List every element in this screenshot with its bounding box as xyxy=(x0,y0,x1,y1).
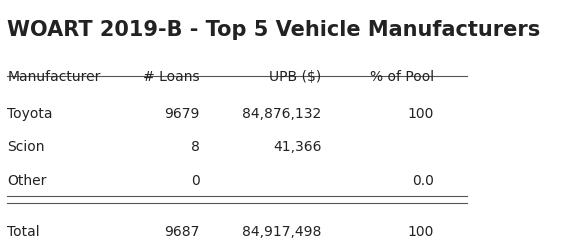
Text: 0.0: 0.0 xyxy=(412,174,434,188)
Text: UPB ($): UPB ($) xyxy=(269,70,321,84)
Text: 41,366: 41,366 xyxy=(273,140,321,154)
Text: 9687: 9687 xyxy=(164,225,200,239)
Text: 0: 0 xyxy=(191,174,200,188)
Text: Manufacturer: Manufacturer xyxy=(7,70,101,84)
Text: 84,917,498: 84,917,498 xyxy=(242,225,321,239)
Text: 9679: 9679 xyxy=(164,107,200,121)
Text: Scion: Scion xyxy=(7,140,45,154)
Text: 100: 100 xyxy=(408,107,434,121)
Text: 100: 100 xyxy=(408,225,434,239)
Text: Total: Total xyxy=(7,225,40,239)
Text: 84,876,132: 84,876,132 xyxy=(242,107,321,121)
Text: Other: Other xyxy=(7,174,47,188)
Text: % of Pool: % of Pool xyxy=(370,70,434,84)
Text: # Loans: # Loans xyxy=(143,70,199,84)
Text: Toyota: Toyota xyxy=(7,107,53,121)
Text: WOART 2019-B - Top 5 Vehicle Manufacturers: WOART 2019-B - Top 5 Vehicle Manufacture… xyxy=(7,20,541,40)
Text: 8: 8 xyxy=(191,140,200,154)
